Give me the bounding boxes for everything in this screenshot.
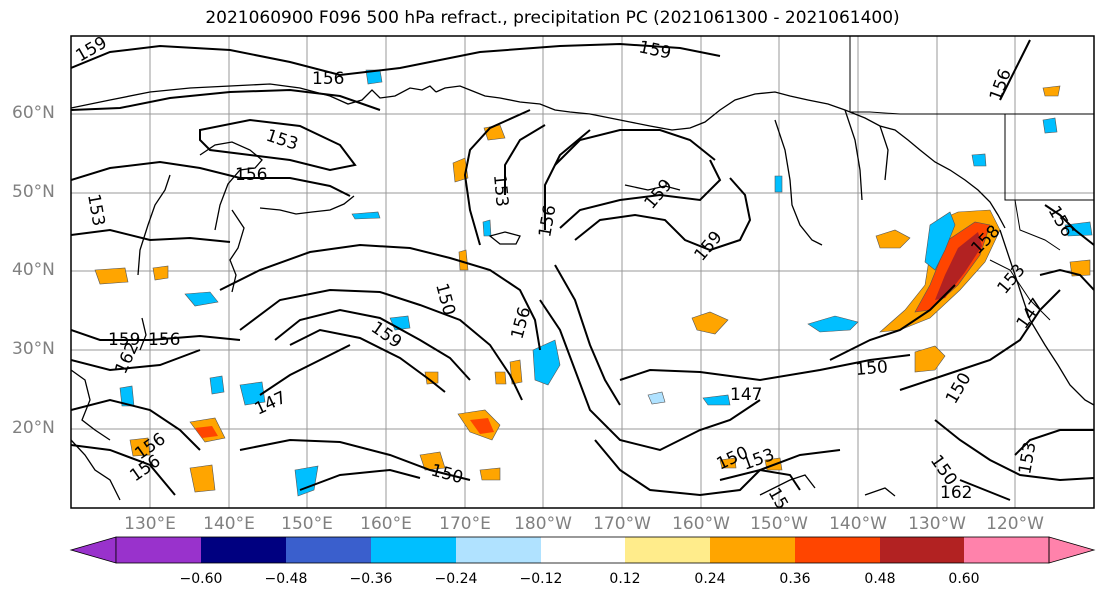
lat-label: 30°N [12, 339, 55, 359]
colorbar [69, 536, 1096, 564]
contour-label: 150 [855, 357, 889, 380]
lon-label: 130°E [124, 514, 176, 534]
colorbar-segment [371, 537, 456, 563]
colorbar-tick: 0.60 [948, 571, 980, 587]
contour-label: 156 [235, 165, 267, 185]
lon-label: 120°W [986, 514, 1044, 534]
lat-label: 60°N [12, 103, 55, 123]
colorbar-tick: −0.24 [434, 571, 478, 587]
lon-label: 170°W [593, 514, 651, 534]
colorbar-tick: 0.36 [779, 571, 811, 587]
lon-label: 160°E [360, 514, 412, 534]
lon-label: 150°W [750, 514, 808, 534]
contour-label: 162 [940, 483, 972, 503]
lon-label: 130°W [908, 514, 966, 534]
lon-label: 140°E [203, 514, 255, 534]
colorbar-min-extension [69, 536, 117, 564]
colorbar-outline [115, 536, 1050, 564]
colorbar-tick: −0.60 [179, 571, 223, 587]
refractivity-contours [71, 39, 1094, 501]
colorbar-tick: −0.12 [519, 571, 563, 587]
colorbar-segment [201, 537, 286, 563]
contour-label: 156 [148, 330, 180, 350]
lon-label: 160°W [672, 514, 730, 534]
lon-label: 140°W [829, 514, 887, 534]
colorbar-segment [964, 537, 1049, 563]
lon-label: 180°W [514, 514, 572, 534]
colorbar-segment [710, 537, 795, 563]
colorbar-segment [880, 537, 964, 563]
colorbar-segment [795, 537, 880, 563]
coastlines [71, 83, 1094, 501]
contour-label: 153 [489, 174, 512, 208]
map-title: 2021060900 F096 500 hPa refract., precip… [205, 8, 900, 28]
lon-label: 170°E [439, 514, 491, 534]
contour-labels: 159 156 159 156 153 156 153 156 159 159 … [73, 36, 1078, 508]
colorbar-segment [116, 537, 201, 563]
colorbar-tick: −0.36 [349, 571, 393, 587]
colorbar-tick: 0.48 [864, 571, 896, 587]
colorbar-tick: 0.12 [609, 571, 641, 587]
contour-label: 156 [312, 69, 344, 89]
colorbar-max-extension [1048, 536, 1096, 564]
colorbar-segment [456, 537, 541, 563]
lon-label: 150°E [281, 514, 333, 534]
lat-label: 40°N [12, 260, 55, 280]
colorbar-segment [286, 537, 371, 563]
colorbar-segment [541, 537, 625, 563]
colorbar-tick: 0.24 [694, 571, 726, 587]
colorbar-tick: −0.48 [264, 571, 308, 587]
colorbar-segment [625, 537, 710, 563]
contour-label: 147 [730, 385, 762, 405]
lat-label: 20°N [12, 418, 55, 438]
lat-label: 50°N [12, 182, 55, 202]
precipitation-shading [94, 69, 1093, 497]
contour-label: 159 [108, 330, 140, 350]
map-border [70, 35, 1095, 509]
